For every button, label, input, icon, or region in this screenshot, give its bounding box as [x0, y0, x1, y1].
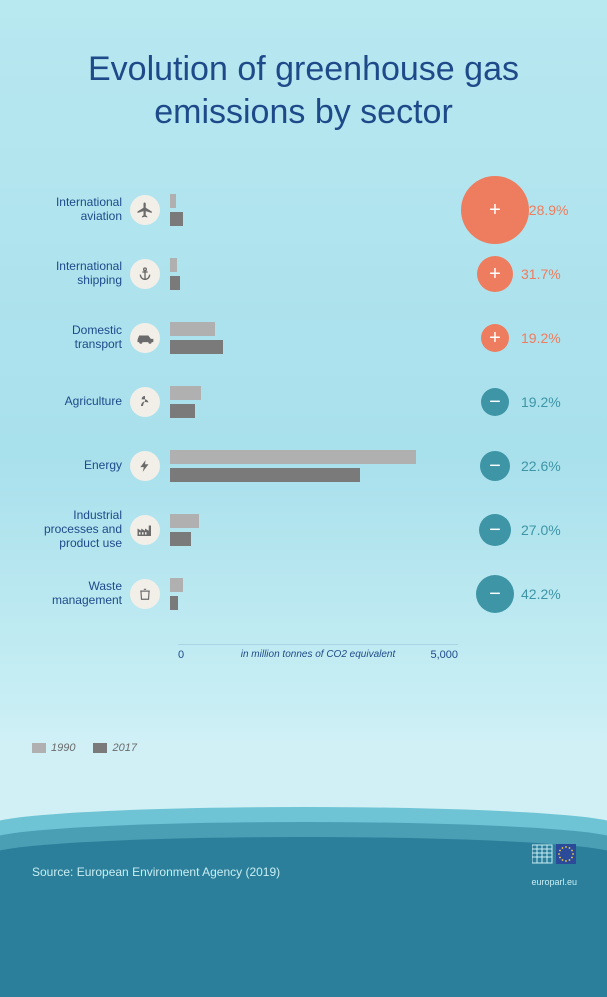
bar-1990 — [170, 578, 183, 592]
increase-badge: + — [461, 176, 529, 244]
anchor-icon — [130, 259, 160, 289]
bar-1990 — [170, 450, 416, 464]
sector-row: Domestic transport +19.2% — [30, 306, 577, 370]
plane-icon — [130, 195, 160, 225]
legend-2017: 2017 — [93, 742, 136, 754]
decrease-badge: − — [481, 388, 509, 416]
sector-row: Energy −22.6% — [30, 434, 577, 498]
x-axis: 0 in million tonnes of CO2 equivalent 5,… — [178, 644, 458, 664]
delta-percent: 31.7% — [521, 266, 577, 282]
logo-text: europarl.eu — [531, 877, 577, 887]
sector-label: Industrial processes and product use — [30, 509, 130, 550]
sector-row: International shipping +31.7% — [30, 242, 577, 306]
bar-2017 — [170, 596, 178, 610]
increase-badge: + — [477, 256, 513, 292]
axis-caption: in million tonnes of CO2 equivalent — [178, 649, 458, 660]
bar-1990 — [170, 194, 176, 208]
delta-percent: 42.2% — [521, 586, 577, 602]
chart-title: Evolution of greenhouse gas emissions by… — [0, 0, 607, 153]
bar-2017 — [170, 340, 223, 354]
sector-label: International aviation — [30, 196, 130, 224]
bar-2017 — [170, 404, 195, 418]
leaves-icon — [130, 387, 160, 417]
bars — [170, 576, 450, 612]
legend: 1990 2017 — [32, 742, 137, 754]
car-icon — [130, 323, 160, 353]
sector-label: Domestic transport — [30, 324, 130, 352]
sector-label: Agriculture — [30, 395, 130, 409]
sector-row: Waste management −42.2% — [30, 562, 577, 626]
delta-percent: 22.6% — [521, 458, 577, 474]
europarl-logo: europarl.eu — [531, 839, 577, 887]
bars — [170, 320, 450, 356]
bolt-icon — [130, 451, 160, 481]
sector-label: Energy — [30, 459, 130, 473]
axis-tick-max: 5,000 — [430, 649, 458, 661]
footer-waves — [0, 777, 607, 907]
legend-1990: 1990 — [32, 742, 75, 754]
bars — [170, 192, 450, 228]
increase-badge: + — [481, 324, 509, 352]
delta-percent: 27.0% — [521, 522, 577, 538]
bar-1990 — [170, 322, 215, 336]
bars — [170, 512, 450, 548]
sector-row: Agriculture −19.2% — [30, 370, 577, 434]
bar-1990 — [170, 386, 201, 400]
source-text: Source: European Environment Agency (201… — [32, 865, 280, 879]
bars — [170, 384, 450, 420]
chart-area: International aviation+128.9%Internation… — [0, 153, 607, 636]
sector-row: Industrial processes and product use −27.… — [30, 498, 577, 562]
bars — [170, 448, 450, 484]
bar-2017 — [170, 468, 360, 482]
decrease-badge: − — [476, 575, 514, 613]
factory-icon — [130, 515, 160, 545]
decrease-badge: − — [479, 514, 511, 546]
bar-2017 — [170, 276, 180, 290]
sector-label: Waste management — [30, 580, 130, 608]
delta-percent: 19.2% — [521, 330, 577, 346]
bar-1990 — [170, 258, 177, 272]
delta-percent: 128.9% — [521, 202, 577, 218]
decrease-badge: − — [480, 451, 510, 481]
sector-row: International aviation +128.9% — [30, 178, 577, 242]
delta-percent: 19.2% — [521, 394, 577, 410]
bar-2017 — [170, 532, 191, 546]
bar-2017 — [170, 212, 183, 226]
trash-icon — [130, 579, 160, 609]
sector-label: International shipping — [30, 260, 130, 288]
bar-1990 — [170, 514, 199, 528]
bars — [170, 256, 450, 292]
